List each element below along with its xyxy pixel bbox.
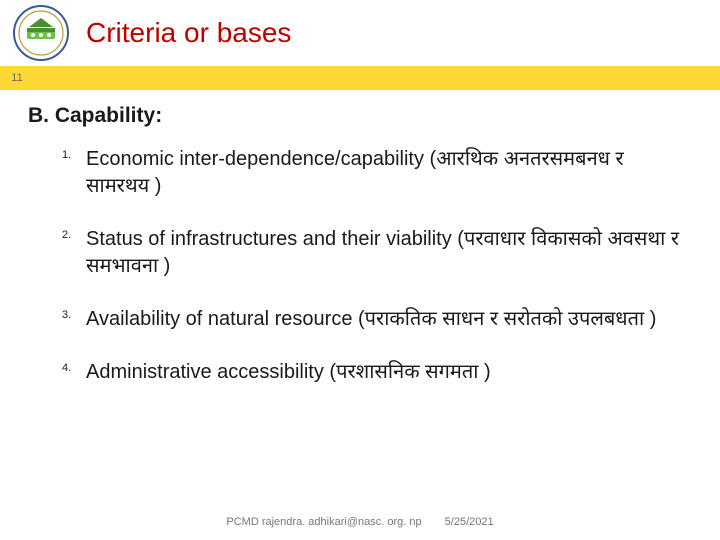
- item-text: Status of infrastructures and their viab…: [86, 228, 452, 250]
- item-paren: (पराकतिक साधन र सरोतको उपलबधता ): [358, 308, 656, 330]
- org-logo: [8, 0, 74, 66]
- list-item: 2. Status of infrastructures and their v…: [62, 226, 692, 280]
- item-text: Availability of natural resource: [86, 308, 352, 330]
- slide-title: Criteria or bases: [74, 17, 720, 49]
- list-item: 3. Availability of natural resource (परा…: [62, 306, 692, 333]
- points-list: 1. Economic inter-dependence/capability …: [28, 146, 692, 386]
- item-paren: (परशासनिक सगमता ): [329, 361, 490, 383]
- slide-header: Criteria or bases: [0, 0, 720, 66]
- item-number: 3.: [62, 308, 71, 323]
- accent-bar: 11: [0, 66, 720, 90]
- item-number: 1.: [62, 148, 71, 163]
- item-number: 2.: [62, 228, 71, 243]
- section-heading: B. Capability:: [28, 104, 692, 128]
- slide-footer: PCMD rajendra. adhikari@nasc. org. np 5/…: [0, 516, 720, 528]
- page-number: 11: [0, 66, 34, 90]
- item-text: Administrative accessibility: [86, 361, 324, 383]
- slide-content: B. Capability: 1. Economic inter-depende…: [0, 90, 720, 386]
- item-number: 4.: [62, 361, 71, 376]
- footer-date: 5/25/2021: [445, 516, 494, 528]
- item-text: Economic inter-dependence/capability: [86, 148, 424, 170]
- footer-credit: PCMD rajendra. adhikari@nasc. org. np: [226, 516, 421, 528]
- list-item: 4. Administrative accessibility (परशासनि…: [62, 359, 692, 386]
- list-item: 1. Economic inter-dependence/capability …: [62, 146, 692, 200]
